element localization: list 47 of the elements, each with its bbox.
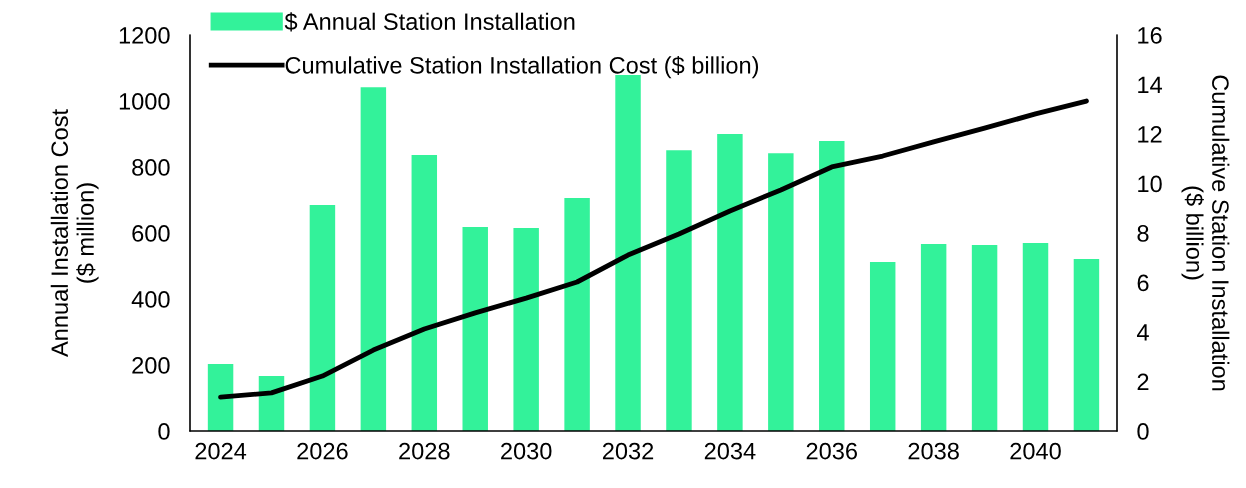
bar <box>513 228 539 431</box>
legend-label: $ Annual Station Installation <box>284 12 575 32</box>
bar <box>666 150 692 431</box>
y2-tick-label: 2 <box>1137 373 1149 391</box>
line-series <box>218 98 1089 400</box>
y2-tick-label: 10 <box>1138 175 1162 193</box>
bar <box>819 140 845 431</box>
bar <box>462 227 488 431</box>
bar <box>615 74 641 431</box>
x-tick-label: 2036 <box>806 442 857 460</box>
y2-tick-label: 12 <box>1138 126 1162 143</box>
y2-tick-label: 16 <box>1138 27 1162 44</box>
legend-label: Cumulative Station Installation Cost ($ billion) <box>285 55 759 79</box>
y2-tick-label: 0 <box>1137 423 1149 440</box>
y2-tick-label: 4 <box>1136 324 1149 341</box>
x-tick-label: 2034 <box>704 442 756 460</box>
y2-tick-label: 6 <box>1137 274 1149 292</box>
bar <box>768 153 794 431</box>
x-tick-label: 2026 <box>297 442 348 460</box>
y-tick-label: 1000 <box>119 93 170 110</box>
y2-axis-title: Cumulative Station Installation ($ billion) <box>1181 75 1230 391</box>
y-tick-label: 1200 <box>119 27 170 44</box>
bar <box>411 155 438 431</box>
x-tick-label: 2030 <box>501 442 552 460</box>
x-tick-label: 2028 <box>399 442 450 460</box>
y-tick-label: 400 <box>131 291 170 308</box>
y-axis-title: Annual Installation Cost ($ million) <box>50 109 99 357</box>
y-tick-label: 800 <box>132 159 170 176</box>
y-tick-label: 200 <box>132 357 170 374</box>
bar <box>971 244 998 431</box>
bar <box>1022 242 1049 431</box>
x-tick-label: 2038 <box>908 442 959 460</box>
x-tick-label: 2024 <box>195 442 247 460</box>
x-tick-label: 2040 <box>1010 442 1061 460</box>
bar <box>309 204 336 431</box>
bar <box>564 198 590 431</box>
x-tick-label: 2032 <box>602 442 654 460</box>
y2-tick-label: 14 <box>1138 76 1163 94</box>
y2-tick-label: 8 <box>1137 225 1149 242</box>
bar <box>920 243 947 431</box>
bar <box>869 262 896 431</box>
y-tick-label: 0 <box>158 423 170 440</box>
bar <box>360 87 387 431</box>
bar <box>207 364 234 431</box>
bar <box>717 134 743 431</box>
bar <box>1073 259 1100 431</box>
y-tick-label: 600 <box>132 225 170 242</box>
